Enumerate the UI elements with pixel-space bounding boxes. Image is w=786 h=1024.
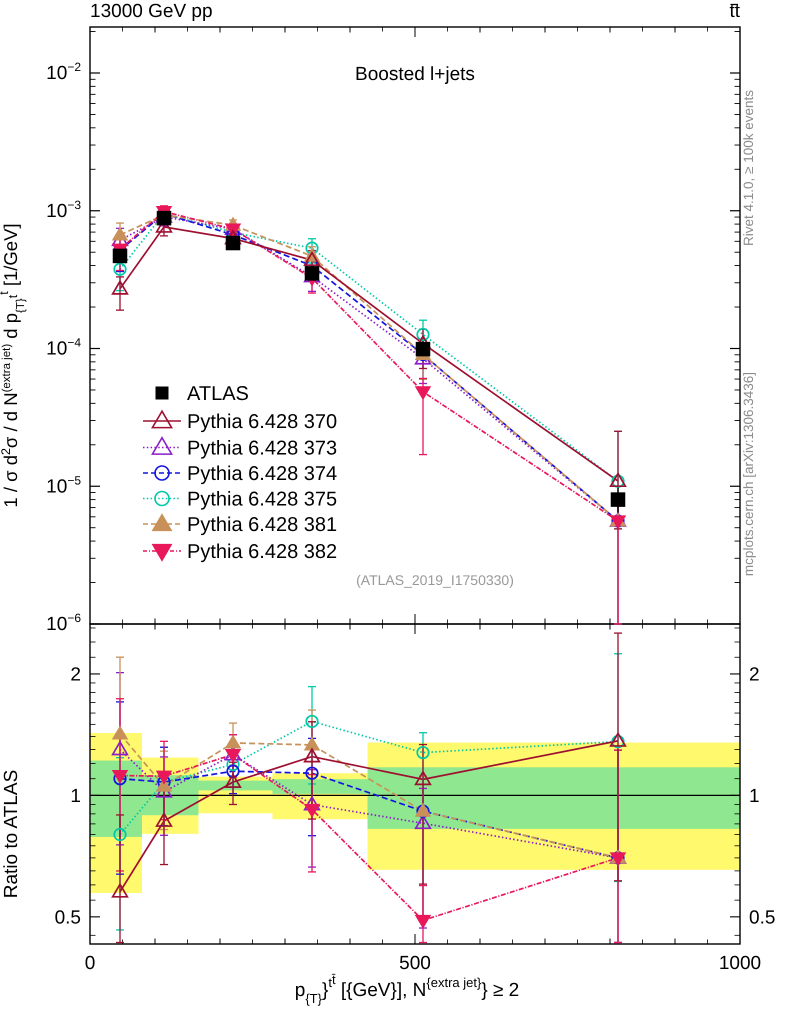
- svg-text:Rivet 4.1.0, ≥ 100k events: Rivet 4.1.0, ≥ 100k events: [741, 90, 756, 246]
- svg-text:1: 1: [70, 786, 81, 807]
- svg-text:Pythia 6.428 373: Pythia 6.428 373: [187, 438, 337, 460]
- svg-text:(ATLAS_2019_I1750330): (ATLAS_2019_I1750330): [356, 572, 514, 588]
- svg-text:mcplots.cern.ch [arXiv:1306.34: mcplots.cern.ch [arXiv:1306.3436]: [741, 372, 756, 576]
- svg-text:ATLAS: ATLAS: [187, 383, 249, 405]
- svg-text:0.5: 0.5: [749, 907, 775, 928]
- svg-text:2: 2: [749, 664, 760, 685]
- svg-text:Ratio to ATLAS: Ratio to ATLAS: [1, 770, 22, 899]
- svg-text:1: 1: [749, 786, 760, 807]
- svg-text:13000 GeV pp: 13000 GeV pp: [90, 1, 213, 22]
- svg-text:0: 0: [85, 953, 96, 974]
- svg-text:Pythia 6.428 370: Pythia 6.428 370: [187, 411, 337, 433]
- svg-text:2: 2: [70, 664, 81, 685]
- svg-text:0.5: 0.5: [55, 907, 81, 928]
- svg-text:500: 500: [399, 953, 431, 974]
- svg-text:Pythia 6.428 375: Pythia 6.428 375: [187, 489, 337, 511]
- svg-text:1000: 1000: [719, 953, 761, 974]
- svg-text:Pythia 6.428 382: Pythia 6.428 382: [187, 541, 337, 563]
- svg-text:Boosted l+jets: Boosted l+jets: [355, 64, 475, 85]
- svg-text:Pythia 6.428 381: Pythia 6.428 381: [187, 514, 337, 536]
- svg-text:Pythia 6.428 374: Pythia 6.428 374: [187, 463, 337, 485]
